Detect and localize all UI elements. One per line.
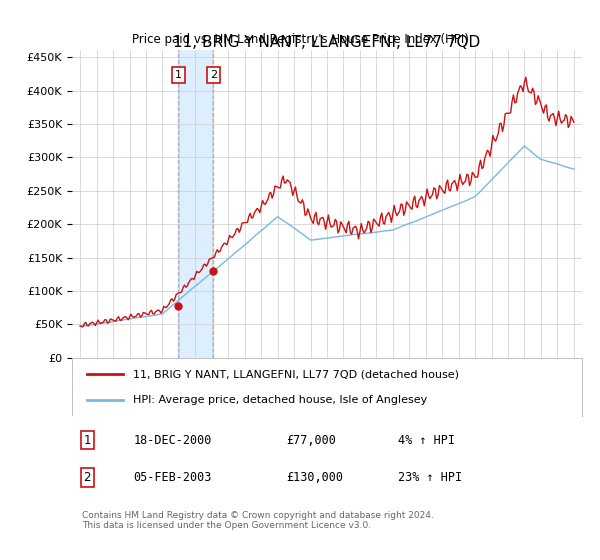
Text: £77,000: £77,000	[286, 433, 336, 446]
Text: HPI: Average price, detached house, Isle of Anglesey: HPI: Average price, detached house, Isle…	[133, 395, 427, 405]
Text: £130,000: £130,000	[286, 471, 343, 484]
Bar	[178, 50, 214, 358]
Text: 2: 2	[83, 471, 91, 484]
Text: 11, BRIG Y NANT, LLANGEFNI, LL77 7QD (detached house): 11, BRIG Y NANT, LLANGEFNI, LL77 7QD (de…	[133, 369, 459, 379]
Text: 05-FEB-2003: 05-FEB-2003	[133, 471, 212, 484]
Text: 23% ↑ HPI: 23% ↑ HPI	[398, 471, 463, 484]
Text: Price paid vs. HM Land Registry's House Price Index (HPI): Price paid vs. HM Land Registry's House …	[131, 33, 469, 46]
Text: Contains HM Land Registry data © Crown copyright and database right 2024.
This d: Contains HM Land Registry data © Crown c…	[82, 511, 434, 530]
Text: 2: 2	[210, 70, 217, 80]
Title: 11, BRIG Y NANT, LLANGEFNI, LL77 7QD: 11, BRIG Y NANT, LLANGEFNI, LL77 7QD	[173, 35, 481, 50]
Text: 1: 1	[83, 433, 91, 446]
Text: 1: 1	[175, 70, 182, 80]
Text: 18-DEC-2000: 18-DEC-2000	[133, 433, 212, 446]
Text: 4% ↑ HPI: 4% ↑ HPI	[398, 433, 455, 446]
